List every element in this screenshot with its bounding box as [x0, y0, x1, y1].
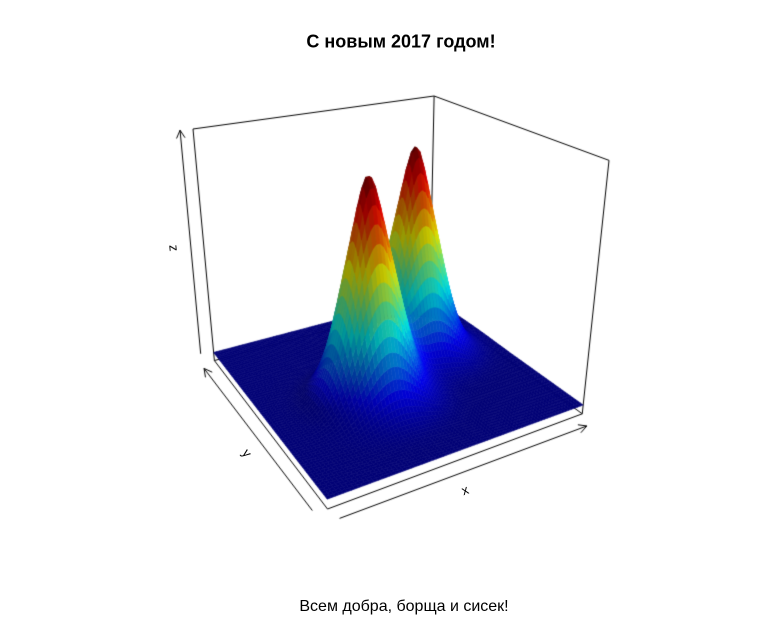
z-axis-label: z — [166, 243, 182, 252]
chart-title: С новым 2017 годом! — [306, 31, 496, 52]
chart-caption: Всем добра, борща и сисек! — [299, 598, 509, 615]
